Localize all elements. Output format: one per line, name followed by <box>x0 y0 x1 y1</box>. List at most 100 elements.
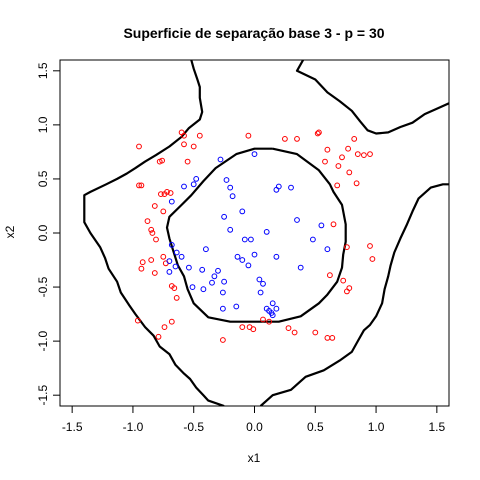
point-blue-2 <box>227 184 234 191</box>
point-blue-1 <box>223 177 230 183</box>
y-tick-label-4: 0.5 <box>36 170 50 187</box>
point-blue-22 <box>203 246 209 253</box>
point-blue-25 <box>215 267 221 274</box>
point-red-5 <box>181 141 187 148</box>
x-tick-label-4: 0.5 <box>307 420 324 434</box>
point-blue-21 <box>166 269 173 275</box>
point-red-24 <box>160 253 167 260</box>
point-red-52 <box>344 244 350 251</box>
point-red-17 <box>144 218 151 225</box>
point-red-48 <box>346 169 353 176</box>
point-blue-30 <box>220 289 226 296</box>
point-red-42 <box>335 163 342 169</box>
chart-title: Superficie de separação base 3 - p = 30 <box>123 25 384 41</box>
point-red-35 <box>282 136 288 142</box>
point-blue-20 <box>186 264 192 271</box>
point-blue-29 <box>189 284 196 291</box>
y-axis: -1.5 -1.0 -0.5 0.0 0.5 1.0 1.5 <box>36 62 61 406</box>
point-red-59 <box>260 316 266 323</box>
point-red-10 <box>190 143 197 150</box>
point-red-55 <box>327 272 333 279</box>
point-blue-15 <box>168 242 175 248</box>
y-tick-label-5: 1.0 <box>36 116 50 133</box>
point-red-41 <box>339 154 345 161</box>
point-blue-35 <box>248 236 254 243</box>
point-blue-14 <box>288 184 294 191</box>
point-blue-34 <box>241 236 248 243</box>
point-blue-48 <box>233 303 240 310</box>
point-red-30 <box>134 317 141 324</box>
y-tick-label-2: -0.5 <box>36 276 50 297</box>
point-red-23 <box>148 257 155 263</box>
point-red-45 <box>354 151 361 158</box>
point-blue-19 <box>172 263 179 270</box>
boundary-line-4 <box>295 60 449 135</box>
point-red-21 <box>139 259 146 266</box>
point-blue-38 <box>256 276 263 283</box>
point-red-39 <box>324 146 331 153</box>
point-blue-16 <box>173 249 180 256</box>
plot-frame <box>59 59 450 407</box>
point-red-20 <box>153 236 159 243</box>
point-red-19 <box>148 226 155 233</box>
x-tick-label-6: 1.5 <box>429 420 446 434</box>
point-red-13 <box>164 189 170 195</box>
point-red-33 <box>168 318 175 325</box>
point-red-68 <box>246 324 253 331</box>
point-red-6 <box>196 132 203 139</box>
point-blue-7 <box>229 193 236 200</box>
y-tick-label-6: 1.5 <box>36 62 50 79</box>
point-blue-45 <box>318 222 325 229</box>
point-blue-4 <box>190 181 197 188</box>
point-red-61 <box>285 325 292 332</box>
point-red-2 <box>138 182 145 189</box>
point-blue-52 <box>269 312 276 319</box>
point-red-26 <box>151 270 158 276</box>
point-blue-53 <box>273 305 280 312</box>
decision-boundaries <box>83 60 449 406</box>
point-red-9 <box>184 158 191 165</box>
x-tick-label-5: 1.0 <box>368 420 385 434</box>
point-blue-42 <box>273 253 280 260</box>
point-blue-31 <box>220 305 226 312</box>
y-tick-label-1: -1.0 <box>36 330 50 351</box>
point-blue-44 <box>310 236 316 243</box>
point-blue-39 <box>260 280 266 287</box>
point-red-56 <box>340 277 347 284</box>
point-red-44 <box>351 136 358 142</box>
point-red-32 <box>161 324 168 331</box>
point-blue-5 <box>181 183 187 190</box>
point-red-34 <box>245 132 252 139</box>
point-red-22 <box>138 265 145 272</box>
point-blue-43 <box>294 217 300 223</box>
point-blue-11 <box>251 151 258 158</box>
x-axis-label: x1 <box>248 451 261 465</box>
point-red-29 <box>173 295 180 301</box>
point-blue-13 <box>275 183 282 190</box>
point-red-40 <box>345 145 352 152</box>
point-red-14 <box>167 190 174 196</box>
point-red-62 <box>291 329 298 336</box>
point-blue-23 <box>199 266 206 273</box>
point-blue-32 <box>239 257 246 263</box>
point-red-53 <box>367 243 373 249</box>
point-red-66 <box>239 324 246 331</box>
point-red-28 <box>171 285 178 292</box>
point-red-0 <box>136 143 142 150</box>
point-blue-17 <box>178 253 185 260</box>
point-red-36 <box>294 136 300 142</box>
point-red-15 <box>151 203 158 209</box>
x-tick-label-3: 0.0 <box>246 420 263 434</box>
point-blue-3 <box>193 176 200 182</box>
point-blue-6 <box>168 198 175 205</box>
x-tick-label-2: -0.5 <box>183 420 204 434</box>
point-red-58 <box>344 288 350 295</box>
point-blue-36 <box>251 251 258 258</box>
point-blue-0 <box>217 156 224 163</box>
point-blue-26 <box>221 278 228 285</box>
point-red-37 <box>314 130 321 137</box>
x-tick-label-0: -1.5 <box>62 420 83 434</box>
point-blue-9 <box>221 213 228 220</box>
point-red-31 <box>155 333 162 340</box>
